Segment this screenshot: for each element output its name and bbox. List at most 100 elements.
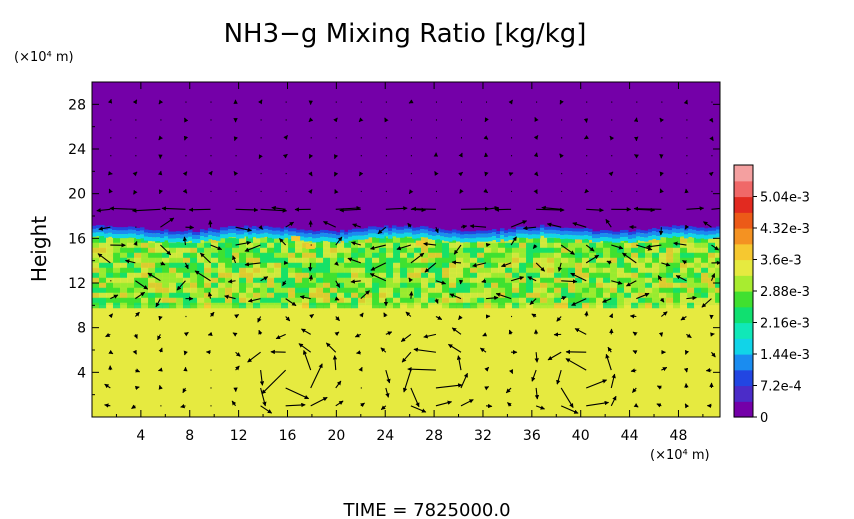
- field-cell: [544, 229, 549, 234]
- field-cell: [225, 262, 233, 269]
- field-cell: [239, 267, 247, 274]
- field-cell: [644, 237, 649, 242]
- field-cell: [620, 229, 625, 233]
- field-cell: [379, 272, 387, 279]
- field-cell: [470, 272, 478, 279]
- field-cell: [448, 233, 453, 238]
- field-cell: [412, 234, 417, 239]
- field-cell: [712, 234, 717, 239]
- field-cell: [407, 302, 415, 309]
- field-cell: [554, 247, 562, 254]
- field-cell: [260, 237, 268, 244]
- field-cell: [218, 297, 226, 304]
- field-cell: [386, 247, 394, 254]
- field-cell: [659, 262, 667, 269]
- field-cell: [532, 234, 537, 239]
- field-cell: [134, 257, 142, 264]
- field-cell: [162, 252, 170, 259]
- field-cell: [344, 231, 349, 235]
- field-cell: [358, 242, 366, 249]
- field-cell: [281, 297, 289, 304]
- field-cell: [449, 242, 457, 249]
- field-cell: [211, 292, 219, 299]
- field-cell: [610, 267, 618, 274]
- wind-vector: [335, 400, 344, 407]
- field-cell: [673, 277, 681, 284]
- field-cell: [673, 252, 681, 259]
- field-cell: [211, 277, 219, 284]
- field-cell: [162, 297, 170, 304]
- colorbar-swatch: [734, 369, 753, 387]
- field-cell: [316, 237, 321, 242]
- field-cell: [148, 257, 156, 264]
- field-cell: [708, 237, 716, 244]
- field-cell: [519, 257, 527, 264]
- wind-vector: [434, 171, 439, 177]
- field-cell: [113, 252, 121, 259]
- wind-vector: [485, 295, 499, 301]
- field-cell: [344, 302, 352, 309]
- wind-vector: [556, 316, 562, 322]
- field-cell: [400, 257, 408, 264]
- field-cell: [701, 277, 709, 284]
- wind-vector: [508, 172, 514, 177]
- field-cell: [302, 277, 310, 284]
- field-cell: [253, 302, 261, 309]
- field-cell: [552, 229, 557, 234]
- field-cell: [155, 257, 163, 264]
- field-cell: [148, 297, 156, 304]
- field-cell: [316, 277, 324, 284]
- field-cell: [393, 267, 401, 274]
- field-cell: [526, 262, 534, 269]
- field-cell: [564, 227, 569, 231]
- field-cell: [568, 227, 573, 231]
- field-cell: [113, 272, 121, 279]
- wind-vector: [633, 403, 639, 408]
- field-cell: [164, 236, 169, 241]
- field-cell: [267, 237, 275, 244]
- field-cell: [584, 234, 589, 239]
- wind-vector: [711, 207, 720, 210]
- field-cell: [414, 292, 422, 299]
- field-cell: [589, 287, 597, 294]
- field-cell: [197, 302, 205, 309]
- field-cell: [701, 247, 709, 254]
- field-cell: [680, 287, 688, 294]
- field-cell: [141, 242, 149, 249]
- field-cell: [498, 277, 506, 284]
- field-cell: [184, 230, 189, 234]
- x-tick-label: 28: [425, 428, 443, 444]
- field-cell: [696, 234, 701, 239]
- field-cell: [364, 231, 369, 236]
- field-cell: [176, 292, 184, 299]
- field-cell: [246, 292, 254, 299]
- field-cell: [288, 252, 296, 259]
- field-cell: [136, 228, 141, 232]
- field-cell: [337, 287, 345, 294]
- field-cell: [624, 236, 629, 241]
- field-cell: [225, 237, 233, 244]
- field-cell: [113, 282, 121, 289]
- field-cell: [608, 237, 613, 242]
- field-cell: [260, 287, 268, 294]
- field-cell: [218, 292, 226, 299]
- field-cell: [372, 252, 380, 259]
- field-cell: [456, 247, 464, 254]
- field-cell: [252, 228, 257, 233]
- field-cell: [526, 292, 534, 299]
- field-cell: [432, 235, 437, 240]
- field-cell: [99, 302, 107, 309]
- field-cell: [386, 242, 394, 249]
- field-cell: [644, 230, 649, 234]
- field-cell: [498, 242, 506, 249]
- field-cell: [477, 277, 485, 284]
- field-cell: [421, 237, 429, 244]
- field-cell: [664, 229, 669, 234]
- field-cell: [628, 234, 633, 239]
- field-cell: [308, 233, 313, 238]
- wind-vector: [423, 241, 436, 247]
- field-cell: [512, 229, 517, 233]
- field-cell: [240, 230, 245, 235]
- field-cell: [225, 287, 233, 294]
- field-cell: [323, 297, 331, 304]
